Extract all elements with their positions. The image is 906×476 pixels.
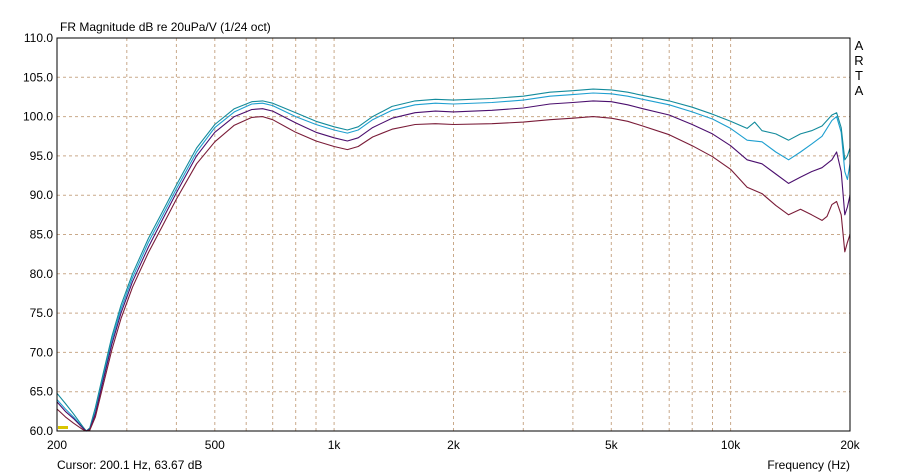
- y-tick-label: 80.0: [30, 267, 54, 281]
- x-tick-label: 5k: [605, 438, 619, 452]
- x-tick-label: 200: [47, 438, 67, 452]
- series-lines: [56, 88, 851, 432]
- y-tick-label: 110.0: [24, 31, 53, 45]
- y-tick-label: 60.0: [30, 424, 54, 438]
- y-tick-label: 105.0: [23, 70, 53, 84]
- series-line-3: [56, 100, 851, 432]
- series-line-1: [56, 92, 851, 432]
- y-tick-label: 70.0: [30, 345, 54, 359]
- series-line-4: [56, 116, 851, 432]
- x-tick-label: 500: [205, 438, 225, 452]
- brand-letter: A: [855, 38, 864, 53]
- x-tick-label: 20k: [840, 438, 860, 452]
- x-tick-label: 10k: [721, 438, 741, 452]
- x-axis-tick-labels: 200 500 1k 2k 5k 10k 20k: [47, 438, 861, 452]
- y-tick-label: 90.0: [30, 188, 54, 202]
- plot-frame: [56, 37, 851, 432]
- cursor-readout: Cursor: 200.1 Hz, 63.67 dB: [57, 458, 202, 472]
- grid-lines: [57, 38, 850, 431]
- brand-letter: A: [855, 83, 864, 98]
- series-line-2: [56, 88, 851, 432]
- y-tick-label: 95.0: [30, 149, 54, 163]
- cursor-marker[interactable]: [58, 426, 68, 429]
- y-tick-label: 65.0: [30, 385, 54, 399]
- x-axis-label: Frequency (Hz): [767, 458, 850, 472]
- brand-letter: R: [854, 53, 863, 68]
- y-axis-tick-labels: 110.0 105.0 100.0 95.0 90.0 85.0 80.0 75.0 70.0 6…: [23, 31, 53, 438]
- y-tick-label: 85.0: [30, 228, 54, 242]
- chart-title: FR Magnitude dB re 20uPa/V (1/24 oct): [60, 20, 271, 34]
- x-tick-label: 1k: [328, 438, 342, 452]
- brand-letter: T: [855, 68, 863, 83]
- y-tick-label: 100.0: [23, 110, 53, 124]
- x-tick-label: 2k: [447, 438, 461, 452]
- y-tick-label: 75.0: [30, 306, 54, 320]
